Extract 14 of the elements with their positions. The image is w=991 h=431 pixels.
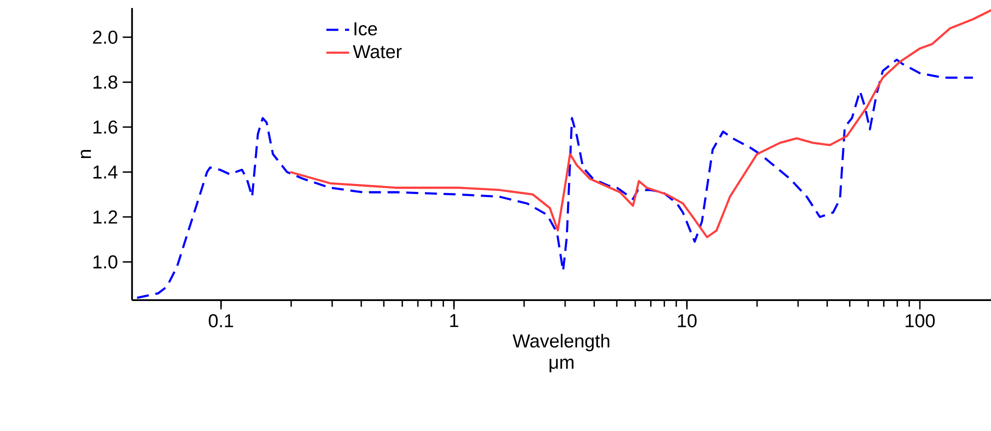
y-tick-label: 1.8 bbox=[94, 75, 118, 89]
x-tick-label: 1 bbox=[450, 314, 458, 327]
y-tick-label: 1.6 bbox=[94, 120, 118, 134]
x-tick-label: 0.1 bbox=[208, 314, 234, 328]
y-tick-label: 2.0 bbox=[93, 30, 118, 44]
y-tick-label: 1.0 bbox=[94, 255, 118, 268]
y-tick-label: 1.2 bbox=[94, 210, 118, 224]
x-axis-title: Wavelength μm bbox=[512, 334, 610, 372]
x-tick-label: 10 bbox=[678, 314, 697, 328]
legend-label: Water bbox=[352, 45, 402, 58]
legend-label: Ice bbox=[354, 22, 377, 36]
x-tick-label: 100 bbox=[906, 314, 935, 328]
y-tick-label: 1.4 bbox=[94, 166, 118, 178]
y-axis-title: n bbox=[80, 150, 91, 158]
